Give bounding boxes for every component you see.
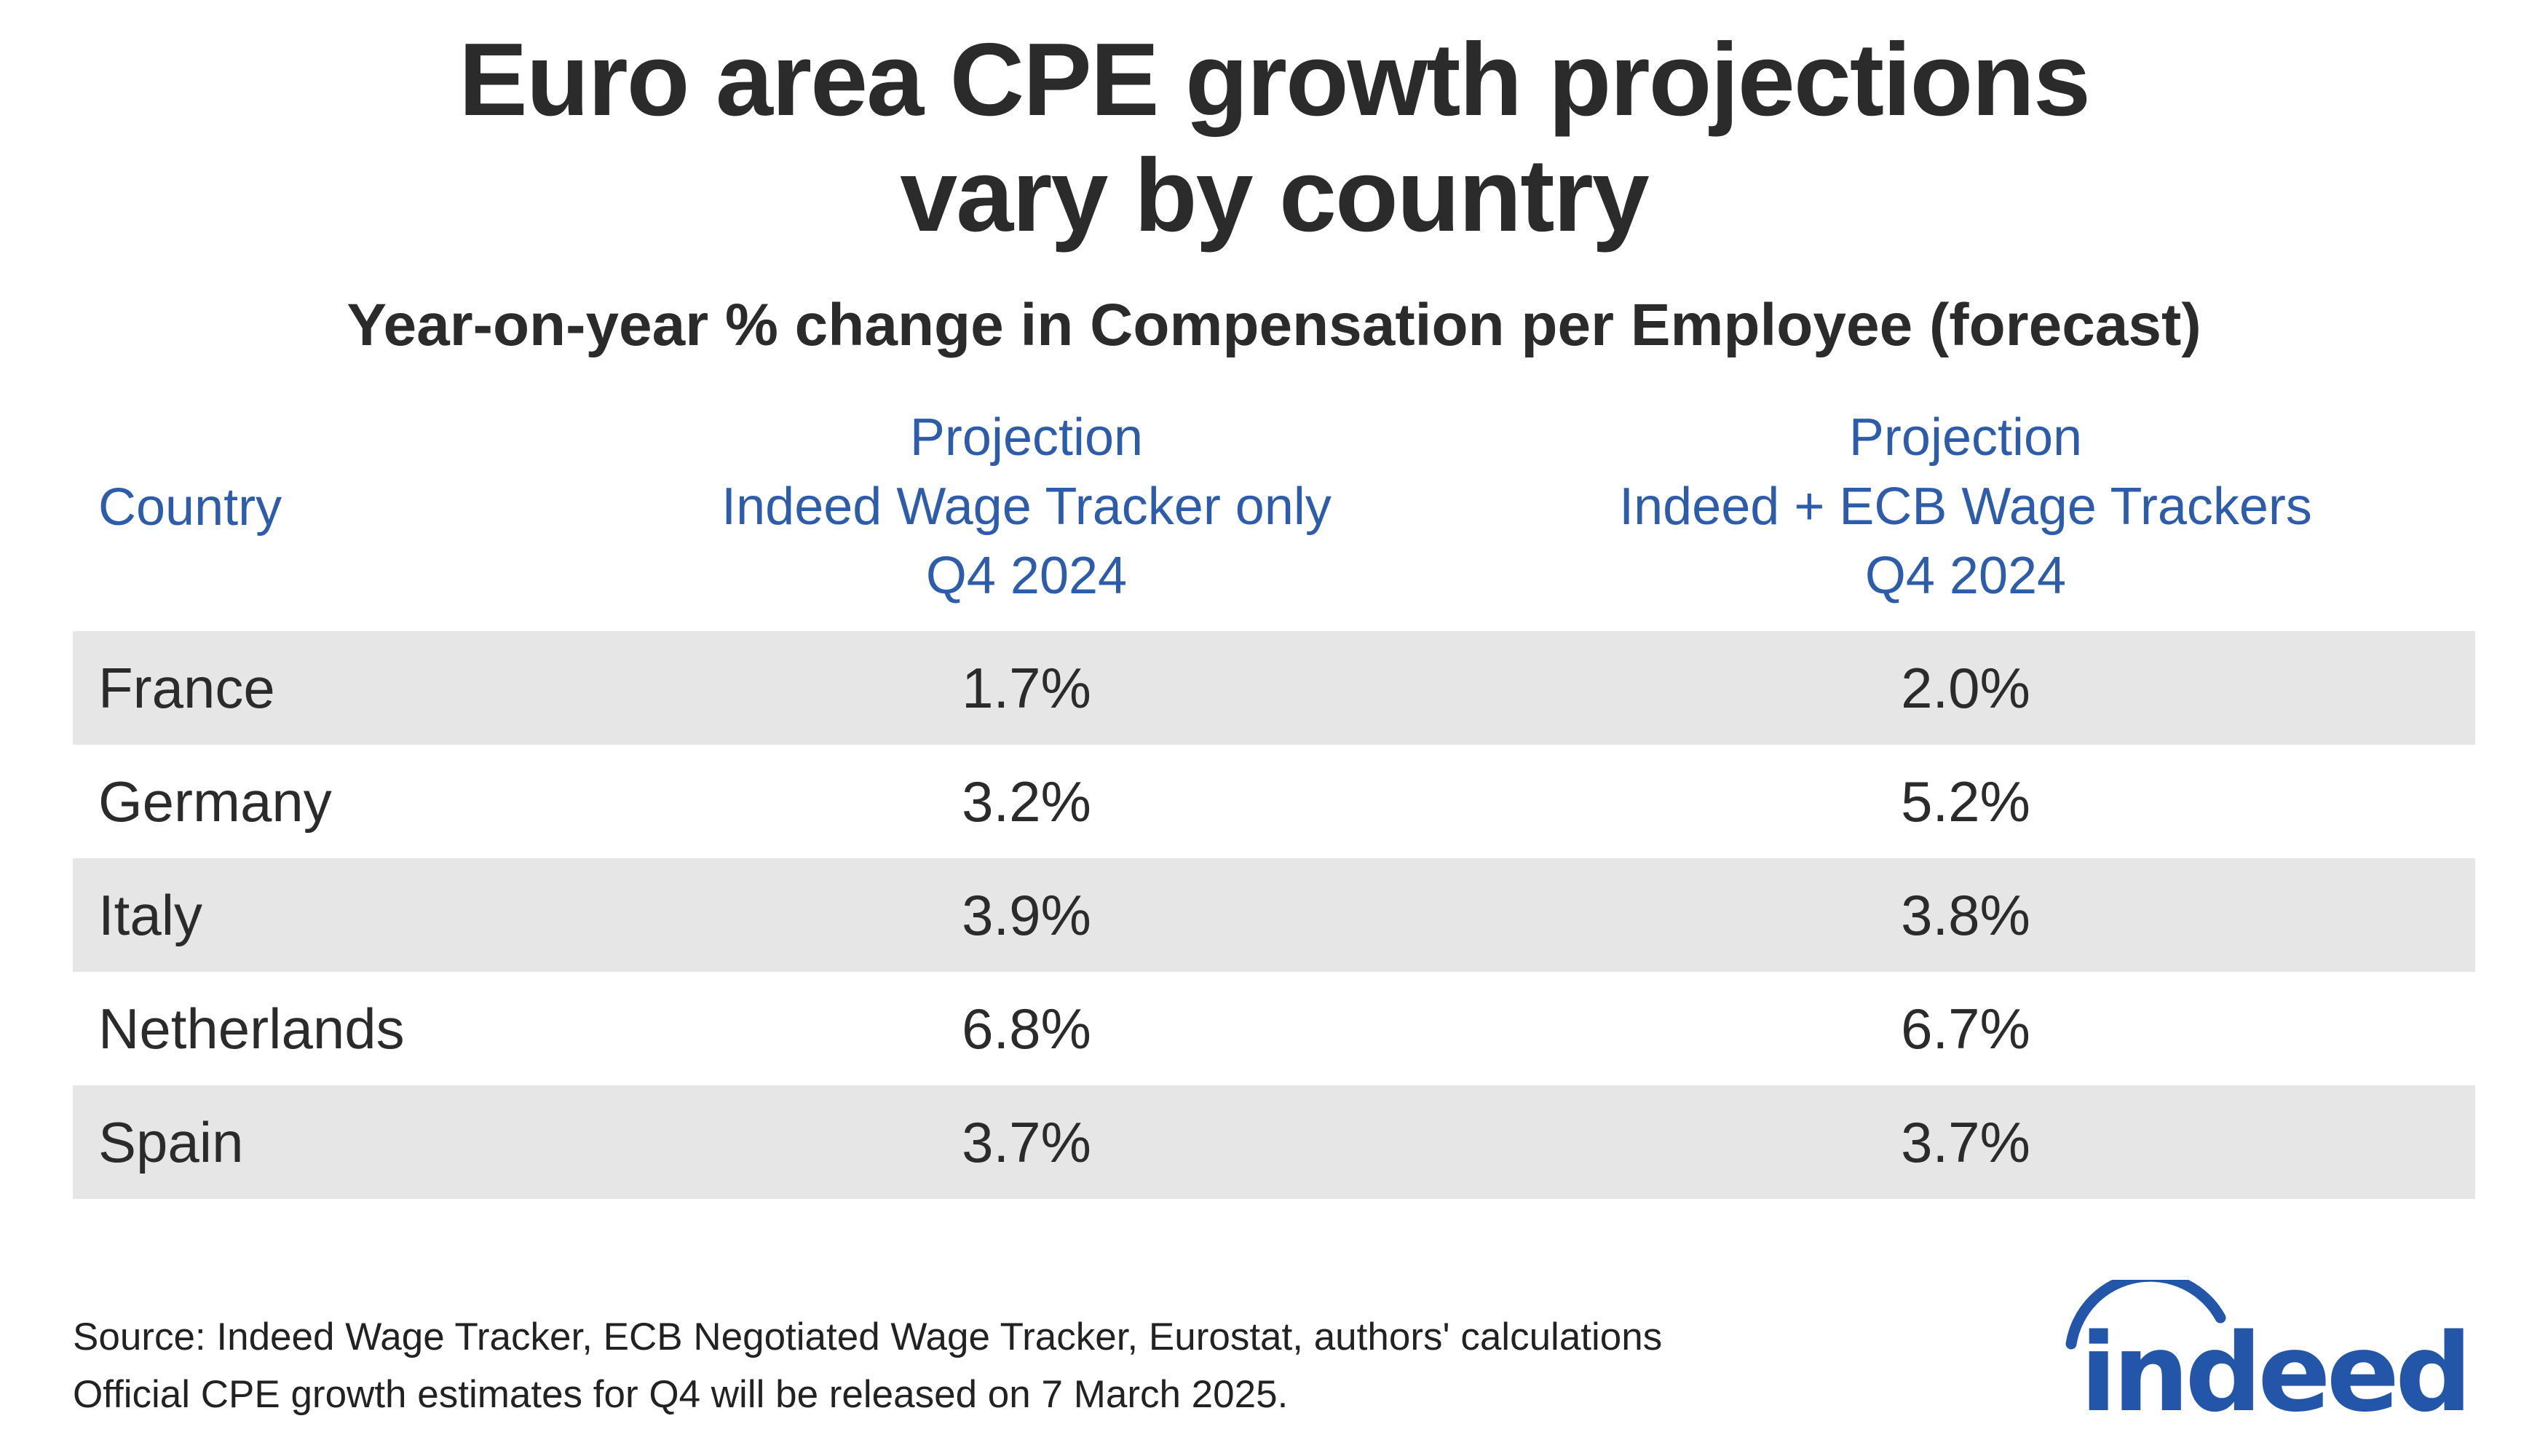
cell-indeed-only: 1.7% <box>962 655 1091 720</box>
cell-indeed-ecb: 6.7% <box>1901 996 2030 1061</box>
header-indeed-ecb-line2: Indeed + ECB Wage Trackers <box>1619 478 2312 537</box>
cell-country: Netherlands <box>98 996 405 1061</box>
cell-indeed-only: 3.9% <box>962 882 1091 947</box>
table-row: France 1.7% 2.0% <box>73 631 2475 745</box>
table-row: Netherlands 6.8% 6.7% <box>73 972 2475 1085</box>
cell-country: Germany <box>98 769 332 834</box>
indeed-logo: indeed <box>2065 1280 2472 1436</box>
header-indeed-ecb-line3: Q4 2024 <box>1864 547 2067 606</box>
header-indeed-ecb: Projection Indeed + ECB Wage Trackers Q4… <box>1456 403 2475 611</box>
cell-indeed-ecb: 3.8% <box>1901 882 2030 947</box>
cell-indeed-ecb: 2.0% <box>1901 655 2030 720</box>
header-indeed-only-line2: Indeed Wage Tracker only <box>721 478 1332 537</box>
cell-country: Spain <box>98 1109 244 1174</box>
data-table: France 1.7% 2.0% Germany 3.2% 5.2% Italy… <box>73 631 2475 1200</box>
chart-title-line1: Euro area CPE growth projections <box>459 22 2091 138</box>
header-indeed-only: Projection Indeed Wage Tracker only Q4 2… <box>597 403 1456 611</box>
header-country: Country <box>98 478 282 537</box>
indeed-logo-wordmark: indeed <box>2080 1310 2472 1436</box>
table-row: Germany 3.2% 5.2% <box>73 745 2475 858</box>
table-header-row: Country Projection Indeed Wage Tracker o… <box>73 403 2475 611</box>
header-indeed-ecb-line1: Projection <box>1848 408 2083 467</box>
table-row: Italy 3.9% 3.8% <box>73 858 2475 973</box>
source-note-line1: Source: Indeed Wage Tracker, ECB Negotia… <box>73 1315 1663 1359</box>
header-indeed-only-line1: Projection <box>909 408 1144 467</box>
table-row: Spain 3.7% 3.7% <box>73 1085 2475 1200</box>
cell-country: France <box>98 655 275 720</box>
cell-indeed-only: 6.8% <box>962 996 1091 1061</box>
chart-title: Euro area CPE growth projections vary by… <box>0 22 2548 253</box>
indeed-logo-swoosh-icon <box>2065 1280 2226 1350</box>
cell-indeed-ecb: 3.7% <box>1901 1109 2030 1174</box>
cell-country: Italy <box>98 882 203 947</box>
source-note-line2: Official CPE growth estimates for Q4 wil… <box>73 1372 1289 1416</box>
cell-indeed-only: 3.2% <box>962 769 1091 834</box>
chart-subtitle: Year-on-year % change in Compensation pe… <box>347 292 2201 359</box>
cell-indeed-only: 3.7% <box>962 1109 1091 1174</box>
chart-title-line2: vary by country <box>900 138 1650 254</box>
cell-indeed-ecb: 5.2% <box>1901 769 2030 834</box>
header-indeed-only-line3: Q4 2024 <box>925 547 1128 606</box>
source-note: Source: Indeed Wage Tracker, ECB Negotia… <box>73 1309 1662 1423</box>
